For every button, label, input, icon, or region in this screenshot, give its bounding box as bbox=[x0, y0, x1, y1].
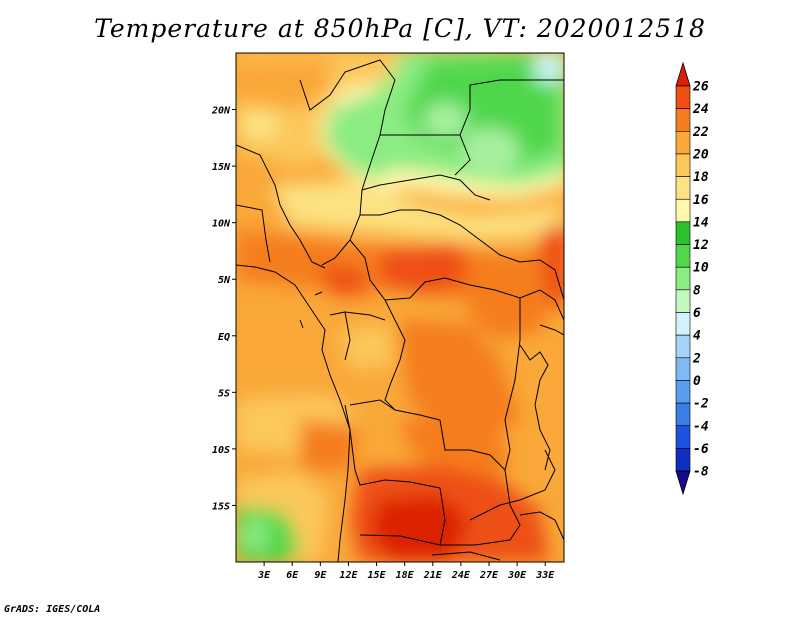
country-borders bbox=[236, 59, 564, 562]
lat-tick-label: 10N bbox=[212, 219, 231, 230]
colorbar-swatch bbox=[675, 85, 691, 109]
lon-tick-label: 9E bbox=[314, 570, 327, 581]
colorbar-swatch bbox=[675, 312, 691, 336]
lon-tick-label: 6E bbox=[286, 570, 299, 581]
lon-tick-label: 27E bbox=[479, 570, 499, 581]
lat-tick-label: 5N bbox=[218, 275, 231, 286]
colorbar-min-triangle bbox=[675, 470, 691, 496]
colorbar-swatch bbox=[675, 402, 691, 427]
map-title: Temperature at 850hPa [C], VT: 202001251… bbox=[94, 14, 706, 43]
colorbar-swatch bbox=[675, 153, 691, 177]
colorbar-swatch bbox=[675, 266, 691, 291]
lat-tick-label: 10S bbox=[212, 445, 230, 456]
colorbar-label: -6 bbox=[693, 442, 709, 457]
colorbar-label: 10 bbox=[693, 261, 709, 276]
lat-tick-label: 15S bbox=[212, 501, 230, 512]
colorbar-swatch bbox=[675, 448, 691, 472]
lat-tick-label: EQ bbox=[218, 332, 230, 343]
colorbar-label: 26 bbox=[692, 80, 709, 95]
lon-tick-label: 24E bbox=[451, 570, 471, 581]
latitude-axis: 20N 15N 10N 5N EQ 5S 10S 15S bbox=[211, 106, 236, 512]
colorbar-swatch bbox=[675, 289, 691, 313]
temperature-field bbox=[236, 53, 564, 562]
colorbar-label: 8 bbox=[693, 283, 701, 298]
lon-tick-label: 33E bbox=[535, 570, 555, 581]
colorbar-label: 4 bbox=[693, 329, 701, 344]
lat-tick-label: 15N bbox=[212, 162, 231, 173]
lon-tick-label: 18E bbox=[396, 570, 415, 581]
colorbar-label: 0 bbox=[693, 374, 701, 389]
colorbar-label: 18 bbox=[693, 170, 709, 185]
colorbar-label: 6 bbox=[693, 306, 701, 321]
lon-tick-label: 12E bbox=[339, 570, 358, 581]
colorbar-swatch bbox=[675, 221, 691, 245]
colorbar-swatch bbox=[675, 198, 691, 223]
colorbar-label: 14 bbox=[693, 215, 709, 230]
lon-tick-label: 15E bbox=[368, 570, 387, 581]
colorbar-swatch bbox=[675, 425, 691, 449]
map-frame bbox=[235, 52, 565, 563]
colorbar-label: -8 bbox=[693, 465, 709, 480]
colorbar-label: 22 bbox=[692, 125, 709, 140]
colorbar-label: 12 bbox=[693, 238, 709, 253]
colorbar-swatch bbox=[675, 108, 691, 132]
colorbar-label: 2 bbox=[692, 351, 701, 366]
lon-tick-label: 21E bbox=[423, 570, 443, 581]
colorbar-label: 16 bbox=[693, 193, 709, 208]
grads-credit: GrADS: IGES/COLA bbox=[4, 604, 101, 615]
longitude-axis: 3E 6E 9E 12E 15E 18E 21E 24E 27E 30E 33E bbox=[257, 562, 555, 581]
lat-tick-label: 20N bbox=[211, 106, 231, 117]
colorbar-label: 24 bbox=[692, 102, 709, 117]
colorbar-swatch bbox=[675, 176, 691, 200]
colorbar-label: 20 bbox=[692, 147, 709, 162]
colorbar-swatch bbox=[675, 131, 691, 155]
colorbar-swatch bbox=[675, 244, 691, 268]
lon-tick-label: 3E bbox=[257, 570, 271, 581]
lat-tick-label: 5S bbox=[218, 388, 230, 399]
colorbar-swatch bbox=[675, 380, 691, 404]
colorbar-label: -2 bbox=[693, 397, 709, 412]
colorbar-max-triangle bbox=[675, 61, 691, 87]
colorbar-swatch bbox=[675, 357, 691, 381]
colorbar-swatch bbox=[675, 334, 691, 359]
lon-tick-label: 30E bbox=[507, 570, 527, 581]
colorbar-label: -4 bbox=[693, 419, 709, 434]
